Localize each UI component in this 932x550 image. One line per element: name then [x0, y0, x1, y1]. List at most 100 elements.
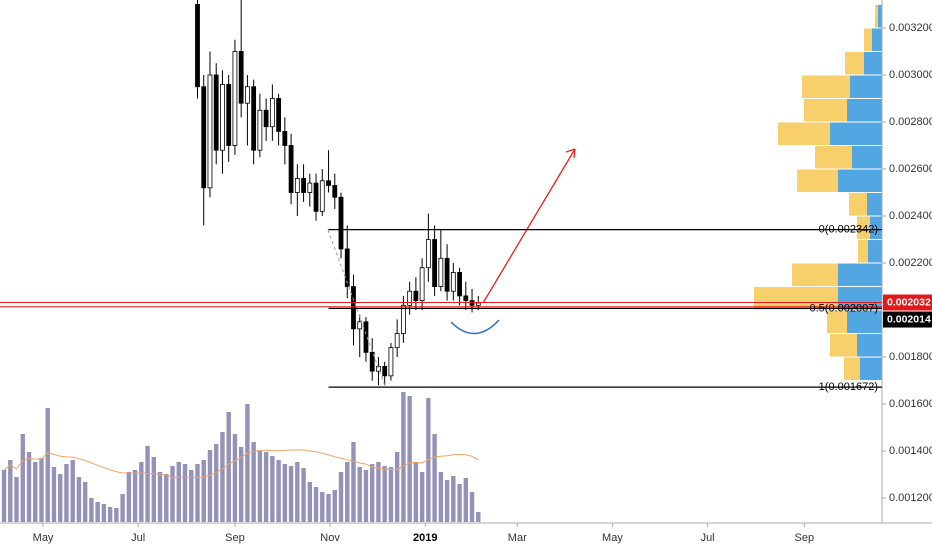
candle-body — [369, 351, 375, 372]
x-tick-label: May — [602, 532, 623, 544]
candle-body — [207, 74, 213, 189]
y-tick-label: 0.003000 — [889, 69, 932, 81]
profile-down — [864, 28, 872, 51]
candle-body — [238, 51, 244, 104]
y-tick-label: 0.001400 — [889, 445, 932, 457]
volume-bar — [170, 466, 175, 522]
volume-bar — [432, 434, 437, 522]
candle-body — [276, 98, 282, 132]
x-tick-label: 2019 — [413, 532, 437, 544]
fib-label: 0(0.002342) — [819, 224, 878, 236]
volume-bar — [120, 494, 125, 522]
candle-body — [226, 83, 232, 146]
volume-bar — [201, 460, 206, 522]
volume-bar — [463, 478, 469, 522]
x-tick-label: Nov — [320, 532, 340, 544]
volume-bar — [51, 467, 57, 522]
profile-up — [838, 169, 882, 193]
price-label-bg — [883, 294, 932, 311]
candle-body — [307, 182, 313, 193]
profile-down — [845, 51, 864, 75]
candle-body — [301, 178, 306, 193]
price-label: 0.002032 — [887, 296, 931, 308]
volume-bar — [401, 392, 406, 522]
candle-body — [413, 290, 419, 302]
profile-down — [815, 145, 852, 169]
price-label-bg — [883, 311, 932, 328]
price-axis — [882, 0, 932, 550]
volume-bar — [8, 460, 13, 522]
volume-bar — [114, 508, 119, 522]
volume-bar — [245, 404, 250, 522]
volume-bar — [451, 476, 456, 522]
profile-down — [797, 169, 838, 193]
y-tick-label: 0.002400 — [889, 210, 932, 222]
volume-bar — [295, 462, 300, 522]
arrow-head — [565, 148, 576, 159]
y-tick-label: 0.002600 — [889, 163, 932, 175]
profile-down — [849, 193, 867, 216]
volume-bar — [232, 434, 238, 522]
volume-bar — [145, 446, 150, 522]
candle-body — [245, 86, 250, 104]
volume-bar — [357, 467, 362, 522]
volume-bar — [33, 462, 38, 522]
profile-up — [878, 4, 882, 28]
profile-up — [872, 28, 882, 51]
volume-bar — [301, 468, 306, 522]
candle-body — [388, 347, 394, 377]
cup-arc — [450, 319, 500, 335]
volume-bar — [176, 462, 181, 522]
projection-arrow — [482, 148, 576, 304]
volume-bar — [214, 444, 219, 522]
candle-body — [288, 145, 294, 193]
volume-bar — [370, 464, 375, 522]
candle-body — [338, 196, 344, 250]
volume-bar — [70, 460, 75, 522]
volume-bar — [326, 494, 331, 522]
volume-bar — [413, 462, 419, 522]
volume-bar — [338, 472, 344, 522]
volume-bar — [132, 470, 138, 522]
volume-bar — [394, 452, 400, 522]
volume-bar — [14, 477, 19, 522]
profile-up — [850, 75, 882, 98]
y-tick-label: 0.001800 — [889, 351, 932, 363]
y-tick-label: 0.001200 — [889, 492, 932, 504]
volume-bar — [351, 442, 356, 522]
volume-bar — [195, 464, 200, 522]
volume-bar — [419, 472, 425, 522]
candle-body — [357, 321, 363, 330]
volume-bar — [45, 408, 50, 522]
candle-body — [344, 248, 350, 287]
candle-body — [220, 83, 225, 151]
volume-bar — [276, 460, 281, 522]
candle-body — [376, 366, 381, 372]
profile-up — [870, 216, 882, 240]
volume-bar — [151, 457, 157, 522]
volume-bar — [101, 504, 107, 522]
volume-bar — [226, 412, 231, 522]
volume-ma — [3, 449, 479, 479]
volume-bar — [182, 464, 188, 522]
candle-body — [213, 74, 219, 151]
y-tick-label: 0.002800 — [889, 116, 932, 128]
candle-body — [432, 239, 438, 287]
volume-bar — [282, 464, 288, 522]
volume-bar — [476, 512, 481, 522]
candle-body — [425, 239, 431, 269]
volume-bar — [332, 490, 337, 522]
volume-bar — [189, 470, 194, 522]
volume-bar — [207, 450, 213, 522]
candle-body — [419, 267, 425, 302]
candle-body — [363, 321, 369, 353]
profile-down — [858, 240, 868, 263]
candle-body — [450, 272, 456, 292]
profile-up — [864, 51, 882, 75]
profile-down — [830, 334, 857, 357]
candle-body — [257, 109, 263, 151]
profile-up — [867, 193, 882, 216]
x-tick-label: Jul — [131, 532, 145, 544]
volume-bar — [238, 447, 244, 522]
